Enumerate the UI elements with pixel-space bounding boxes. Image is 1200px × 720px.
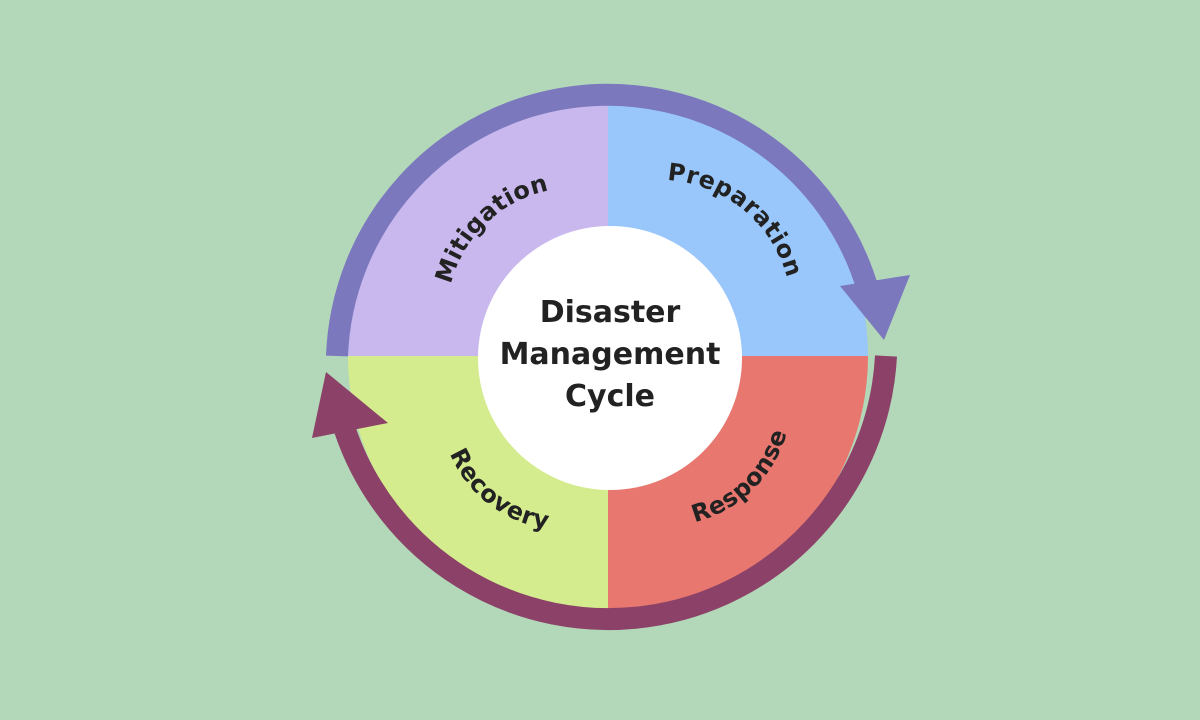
center-title: Disaster Management Cycle [480, 292, 740, 418]
center-title-line: Management [499, 337, 721, 372]
center-title-line: Cycle [565, 379, 655, 414]
center-circle [478, 226, 742, 490]
top-arrow-head [840, 275, 910, 340]
center-title-line: Disaster [539, 295, 681, 330]
bottom-arrow-arc [334, 355, 897, 631]
top-arrow-arc [326, 83, 879, 357]
bottom-arrow-head [312, 372, 388, 438]
